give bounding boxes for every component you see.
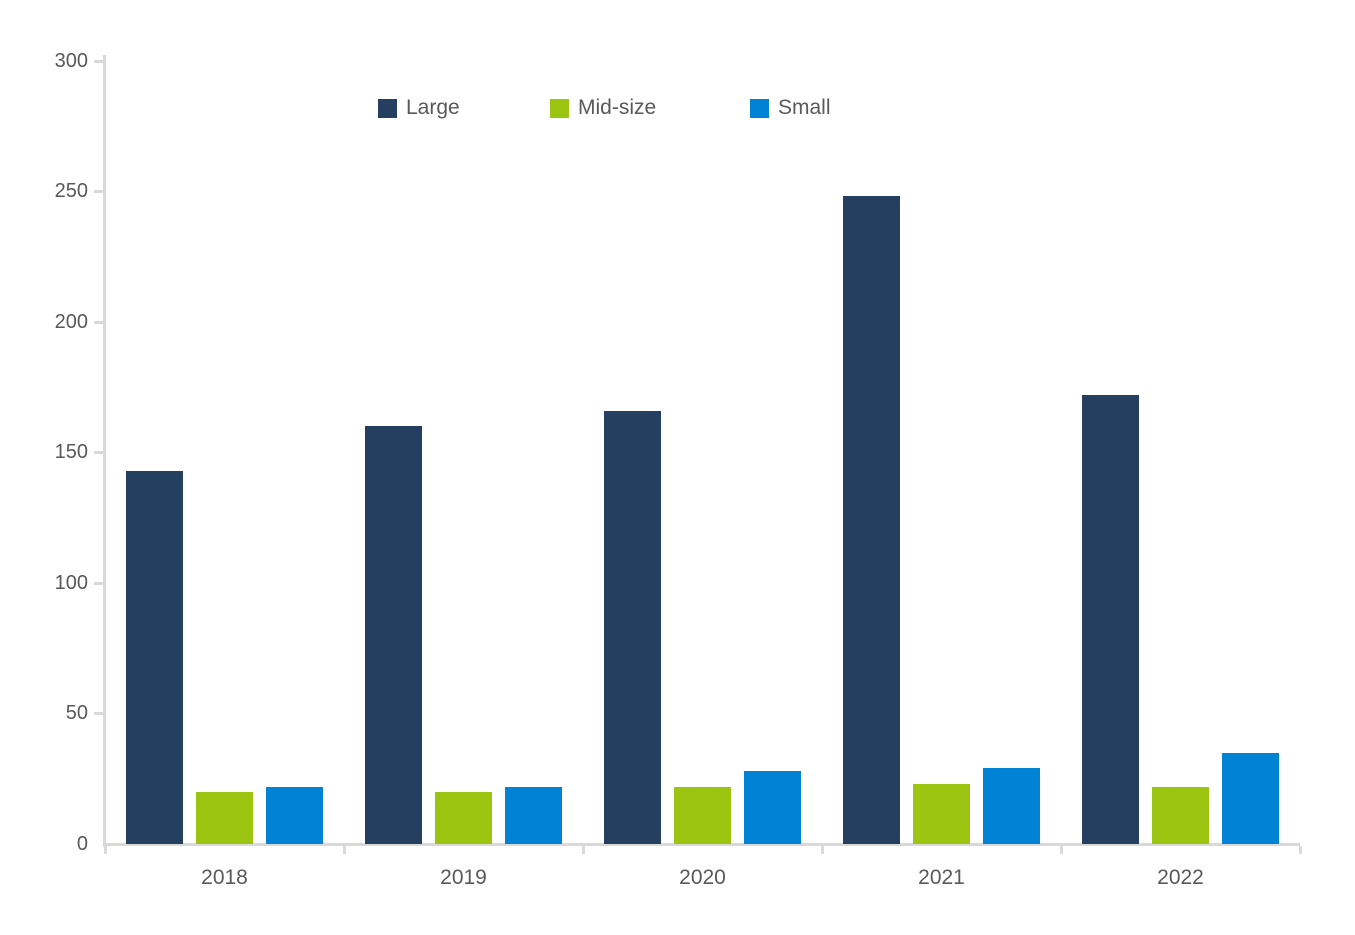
bar-mid-size-2018 — [196, 791, 253, 844]
bar-large-2019 — [365, 426, 422, 844]
x-axis-tick — [821, 846, 824, 854]
x-tick-label: 2019 — [440, 866, 487, 889]
bar-group-2018 — [105, 60, 344, 844]
legend-label-large: Large — [406, 96, 460, 119]
bar-mid-size-2020 — [674, 786, 731, 844]
y-axis-line — [103, 55, 106, 847]
y-tick-label: 250 — [54, 180, 88, 203]
legend-swatch-mid-size-icon — [550, 98, 569, 118]
legend-swatch-large-icon — [378, 98, 397, 118]
bar-large-2022 — [1082, 394, 1139, 844]
legend-item-mid-size: Mid-size — [550, 96, 656, 120]
x-axis-tick — [1299, 846, 1302, 854]
bar-large-2021 — [843, 196, 900, 844]
y-axis-tick — [94, 581, 103, 585]
x-tick-label: 2020 — [679, 866, 726, 889]
bar-large-2018 — [126, 470, 183, 844]
x-tick-label: 2022 — [1157, 866, 1204, 889]
legend-item-small: Small — [750, 96, 831, 120]
bar-group-2019 — [344, 60, 583, 844]
legend-swatch-small-icon — [750, 98, 769, 118]
bar-mid-size-2022 — [1152, 786, 1209, 844]
x-axis-tick — [1060, 846, 1063, 854]
y-tick-label: 50 — [65, 702, 88, 725]
y-axis-tick — [94, 712, 103, 716]
x-tick-label: 2021 — [918, 866, 965, 889]
bar-mid-size-2019 — [435, 791, 492, 844]
y-tick-label: 0 — [76, 833, 88, 855]
bar-large-2020 — [604, 410, 661, 844]
y-tick-label: 300 — [54, 49, 88, 72]
y-axis-tick — [94, 451, 103, 455]
y-axis-tick — [94, 59, 103, 63]
y-tick-label: 200 — [54, 310, 88, 333]
bar-small-2022 — [1222, 752, 1279, 844]
x-axis-line — [105, 843, 1300, 846]
bar-group-2022 — [1061, 60, 1300, 844]
x-axis-tick — [104, 846, 107, 854]
bar-group-2021 — [822, 60, 1061, 844]
y-tick-label: 150 — [54, 441, 88, 464]
y-tick-label: 100 — [54, 571, 88, 594]
bar-small-2019 — [505, 786, 562, 844]
bar-small-2018 — [266, 786, 323, 844]
y-axis-tick — [94, 320, 103, 324]
legend-item-large: Large — [378, 96, 460, 120]
legend-label-mid-size: Mid-size — [578, 96, 657, 119]
x-tick-label: 2018 — [201, 866, 248, 889]
legend-label-small: Small — [778, 96, 831, 119]
y-axis-tick — [94, 190, 103, 194]
bar-small-2021 — [983, 768, 1040, 844]
x-axis-tick — [343, 846, 346, 854]
bar-mid-size-2021 — [913, 783, 970, 844]
bar-small-2020 — [744, 770, 801, 844]
bar-group-2020 — [583, 60, 822, 844]
x-axis-tick — [582, 846, 585, 854]
